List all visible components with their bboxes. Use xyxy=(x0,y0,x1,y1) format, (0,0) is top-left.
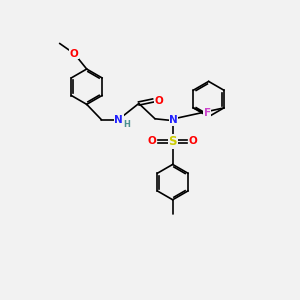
Text: N: N xyxy=(114,115,123,125)
Text: O: O xyxy=(189,136,197,146)
Text: H: H xyxy=(123,120,130,129)
Text: O: O xyxy=(148,136,157,146)
Text: N: N xyxy=(169,115,178,125)
Text: S: S xyxy=(168,135,177,148)
Text: F: F xyxy=(204,108,211,118)
Text: O: O xyxy=(154,95,163,106)
Text: O: O xyxy=(70,49,79,59)
